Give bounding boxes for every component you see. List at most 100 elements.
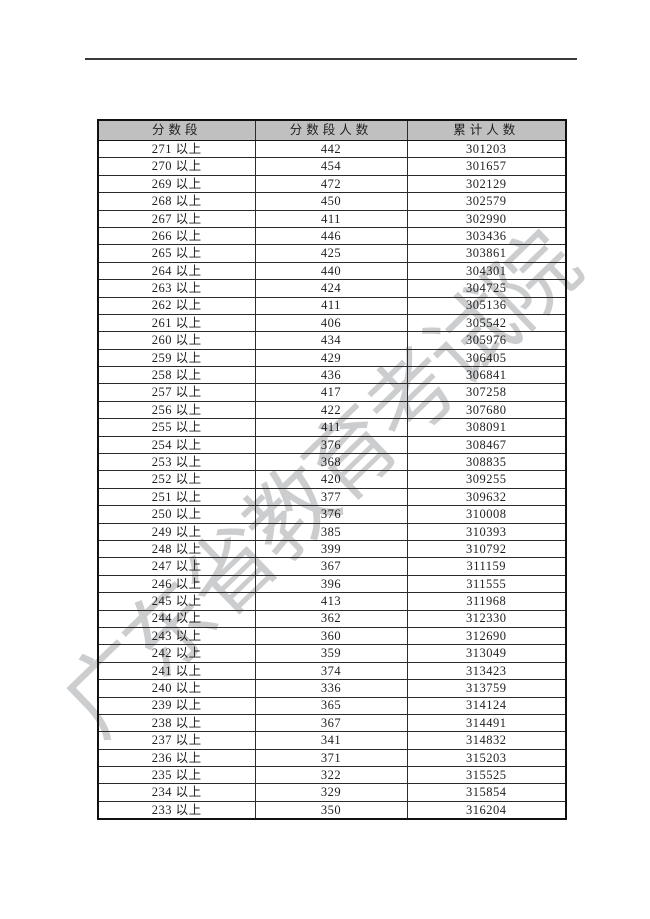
score-range-cell: 264 以上	[97, 261, 256, 281]
table-row: 267 以上 411 302990	[97, 209, 567, 228]
score-range-cell: 252 以上	[97, 470, 256, 489]
segment-count-cell: 450	[254, 192, 408, 211]
table-row: 234 以上 329 315854	[97, 783, 567, 802]
segment-count-cell: 446	[254, 226, 408, 246]
score-range-cell: 247 以上	[97, 557, 256, 576]
table-row: 261 以上 406 305542	[97, 313, 567, 333]
table-row: 250 以上 376 310008	[97, 505, 567, 524]
header-segment-count: 分数段人数	[254, 119, 408, 141]
cumulative-count-cell: 314491	[406, 713, 567, 733]
segment-count-cell: 360	[254, 626, 408, 646]
table-row: 251 以上 377 309632	[97, 487, 567, 507]
table-row: 235 以上 322 315525	[97, 766, 567, 785]
segment-count-cell: 359	[254, 644, 408, 663]
segment-count-cell: 440	[254, 261, 408, 281]
cumulative-count-cell: 305542	[406, 313, 567, 333]
segment-count-cell: 367	[254, 557, 408, 576]
score-range-cell: 271 以上	[97, 139, 256, 159]
header-cumulative-count: 累计人数	[406, 119, 567, 141]
cumulative-count-cell: 314832	[406, 731, 567, 750]
cumulative-count-cell: 315525	[406, 766, 567, 785]
cumulative-count-cell: 313423	[406, 661, 567, 681]
score-range-cell: 255 以上	[97, 418, 256, 437]
score-range-cell: 233 以上	[97, 800, 256, 820]
score-range-cell: 254 以上	[97, 435, 256, 455]
segment-count-cell: 417	[254, 383, 408, 402]
score-range-cell: 249 以上	[97, 522, 256, 541]
table-row: 237 以上 341 314832	[97, 731, 567, 750]
segment-count-cell: 368	[254, 453, 408, 472]
segment-count-cell: 429	[254, 348, 408, 368]
cumulative-count-cell: 303861	[406, 244, 567, 263]
table-row: 256 以上 422 307680	[97, 400, 567, 420]
score-range-cell: 256 以上	[97, 400, 256, 420]
table-row: 269 以上 472 302129	[97, 174, 567, 194]
score-range-cell: 251 以上	[97, 487, 256, 507]
table-row: 271 以上 442 301203	[97, 139, 567, 159]
cumulative-count-cell: 311159	[406, 557, 567, 576]
segment-count-cell: 411	[254, 418, 408, 437]
score-range-cell: 267 以上	[97, 209, 256, 228]
cumulative-count-cell: 315203	[406, 748, 567, 768]
segment-count-cell: 425	[254, 244, 408, 263]
segment-count-cell: 367	[254, 713, 408, 733]
table-row: 242 以上 359 313049	[97, 644, 567, 663]
cumulative-count-cell: 308091	[406, 418, 567, 437]
cumulative-count-cell: 306405	[406, 348, 567, 368]
table-row: 257 以上 417 307258	[97, 383, 567, 402]
score-range-cell: 246 以上	[97, 574, 256, 594]
segment-count-cell: 420	[254, 470, 408, 489]
segment-count-cell: 362	[254, 609, 408, 628]
table-row: 243 以上 360 312690	[97, 626, 567, 646]
cumulative-count-cell: 302579	[406, 192, 567, 211]
cumulative-count-cell: 304725	[406, 279, 567, 298]
score-range-cell: 241 以上	[97, 661, 256, 681]
cumulative-count-cell: 301657	[406, 157, 567, 176]
score-range-cell: 268 以上	[97, 192, 256, 211]
table-row: 241 以上 374 313423	[97, 661, 567, 681]
segment-count-cell: 434	[254, 331, 408, 350]
cumulative-count-cell: 303436	[406, 226, 567, 246]
score-range-cell: 260 以上	[97, 331, 256, 350]
cumulative-count-cell: 313759	[406, 679, 567, 698]
score-range-cell: 237 以上	[97, 731, 256, 750]
score-range-cell: 236 以上	[97, 748, 256, 768]
table-row: 259 以上 429 306405	[97, 348, 567, 368]
score-range-cell: 266 以上	[97, 226, 256, 246]
table-row: 262 以上 411 305136	[97, 296, 567, 315]
cumulative-count-cell: 308835	[406, 453, 567, 472]
cumulative-count-cell: 306841	[406, 366, 567, 385]
segment-count-cell: 396	[254, 574, 408, 594]
cumulative-count-cell: 316204	[406, 800, 567, 820]
table-row: 254 以上 376 308467	[97, 435, 567, 455]
segment-count-cell: 377	[254, 487, 408, 507]
score-range-cell: 265 以上	[97, 244, 256, 263]
table-row: 265 以上 425 303861	[97, 244, 567, 263]
table-row: 268 以上 450 302579	[97, 192, 567, 211]
cumulative-count-cell: 307680	[406, 400, 567, 420]
segment-count-cell: 376	[254, 435, 408, 455]
table-row: 264 以上 440 304301	[97, 261, 567, 281]
segment-count-cell: 322	[254, 766, 408, 785]
score-range-cell: 240 以上	[97, 679, 256, 698]
segment-count-cell: 399	[254, 539, 408, 559]
cumulative-count-cell: 307258	[406, 383, 567, 402]
table-row: 240 以上 336 313759	[97, 679, 567, 698]
score-range-cell: 239 以上	[97, 696, 256, 715]
score-range-cell: 244 以上	[97, 609, 256, 628]
page-header-rule	[85, 58, 577, 60]
cumulative-count-cell: 313049	[406, 644, 567, 663]
segment-count-cell: 411	[254, 296, 408, 315]
score-range-cell: 235 以上	[97, 766, 256, 785]
score-range-cell: 258 以上	[97, 366, 256, 385]
table-row: 248 以上 399 310792	[97, 539, 567, 559]
cumulative-count-cell: 302990	[406, 209, 567, 228]
segment-count-cell: 350	[254, 800, 408, 820]
segment-count-cell: 442	[254, 139, 408, 159]
score-range-cell: 259 以上	[97, 348, 256, 368]
segment-count-cell: 422	[254, 400, 408, 420]
segment-count-cell: 374	[254, 661, 408, 681]
segment-count-cell: 341	[254, 731, 408, 750]
cumulative-count-cell: 309632	[406, 487, 567, 507]
